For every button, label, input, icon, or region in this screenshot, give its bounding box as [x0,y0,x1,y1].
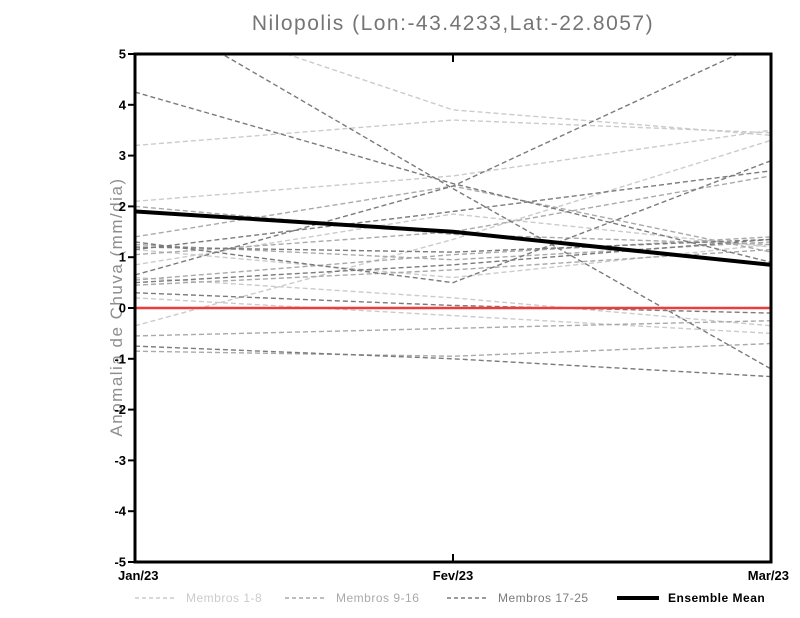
member-line [136,129,770,202]
member-line [136,160,770,284]
y-tick-label: -2 [114,402,126,417]
member-line [136,241,770,261]
member-line [136,119,770,147]
member-line [136,238,770,253]
legend-solid-line-sample [617,596,659,600]
member-line [136,213,770,266]
legend-dashed-line-sample [135,597,177,599]
member-line [287,55,770,136]
series-lines [136,55,770,378]
y-tick-label: 1 [119,250,126,265]
ensemble-mean-line [136,209,770,267]
legend-item: Ensemble Mean [617,589,765,607]
member-line [136,170,770,251]
legend: Membros 1-8 Membros 9-16 Membros 17-25 Ense… [0,589,800,609]
y-tick-label: 5 [119,47,126,62]
member-line [136,320,770,337]
x-tick-label: Jan/23 [118,568,158,583]
y-tick-label: -4 [114,504,126,519]
member-line [136,345,770,378]
legend-dashed-line-sample [285,597,327,599]
member-line [136,248,770,286]
y-tick-label: -5 [114,555,126,570]
legend-label: Membros 1-8 [186,591,263,605]
member-line [136,91,770,263]
member-line [136,55,738,276]
y-tick-label: -3 [114,453,126,468]
x-tick-label: Mar/23 [748,568,789,583]
member-line [136,236,770,281]
legend-label: Ensemble Mean [668,591,766,605]
y-tick-label: 4 [119,97,127,112]
member-line [136,276,770,327]
legend-label: Membros 9-16 [336,591,420,605]
chart-title: Nilopolis (Lon:-43.4233,Lat:-22.8057) [251,12,655,35]
y-tick-label: 0 [119,301,126,316]
member-line [136,297,770,335]
legend-item: Membros 1-8 [135,589,262,607]
member-line [136,175,770,256]
member-line [136,238,770,284]
legend-dashed-line-sample [447,597,489,599]
y-tick-label: 3 [119,148,126,163]
y-tick-label: -1 [114,351,126,366]
member-line [136,205,770,246]
legend-label: Membros 17-25 [498,591,589,605]
legend-item: Membros 17-25 [447,589,589,607]
member-line [136,342,770,357]
member-line [136,292,770,314]
x-tick-label: Fev/23 [433,568,473,583]
legend-item: Membros 9-16 [285,589,419,607]
member-line [136,139,770,327]
y-tick-label: 2 [119,199,126,214]
